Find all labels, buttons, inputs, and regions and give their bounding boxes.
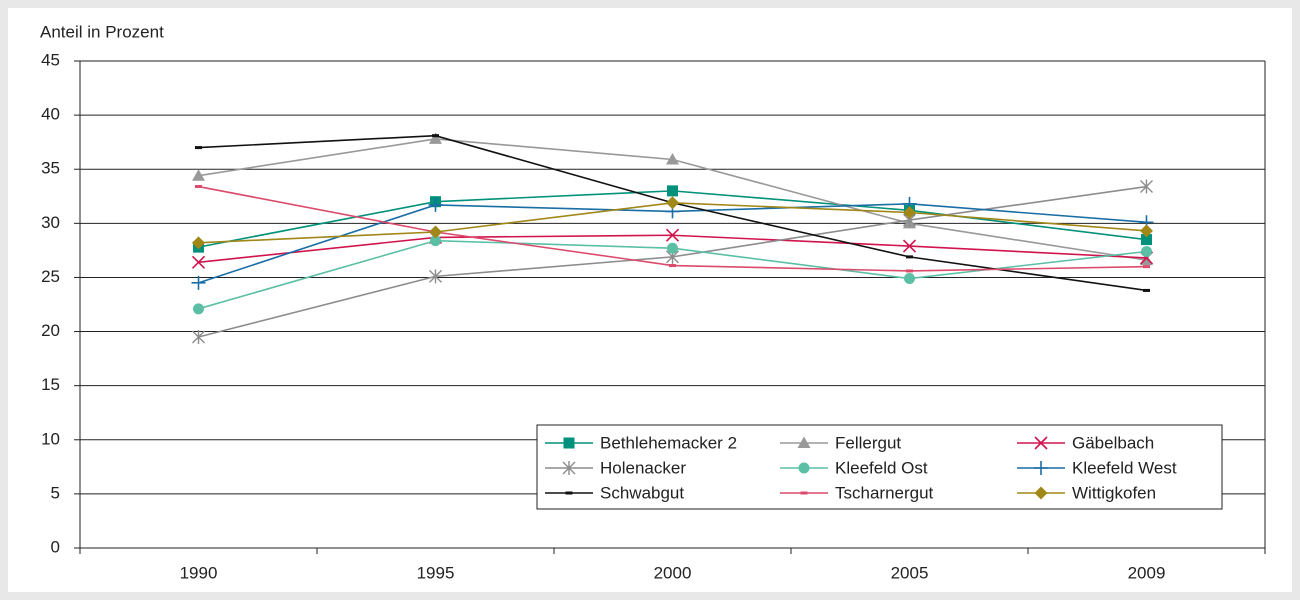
legend-label: Bethlehemacker 2 — [600, 433, 737, 452]
marker — [192, 169, 205, 181]
marker — [563, 437, 575, 449]
y-tick-label: 35 — [41, 159, 60, 178]
legend-label: Kleefeld Ost — [835, 458, 928, 477]
y-tick-label: 25 — [41, 267, 60, 286]
y-tick-label: 5 — [51, 483, 60, 502]
marker — [565, 491, 573, 495]
x-tick-label: 1990 — [180, 563, 218, 582]
y-tick-label: 0 — [51, 537, 60, 556]
legend-label: Fellergut — [835, 433, 901, 452]
marker — [902, 239, 917, 253]
legend-label: Kleefeld West — [1072, 458, 1177, 477]
marker — [667, 185, 678, 197]
y-tick-label: 20 — [41, 321, 60, 340]
y-tick-label: 40 — [41, 105, 60, 124]
marker — [665, 228, 680, 242]
legend-label: Schwabgut — [600, 483, 684, 502]
marker — [195, 185, 202, 189]
marker — [429, 269, 442, 284]
marker — [906, 269, 913, 273]
marker — [193, 303, 204, 315]
marker — [195, 146, 202, 150]
y-axis-label: Anteil in Prozent — [40, 22, 164, 41]
marker — [192, 329, 205, 344]
marker — [430, 235, 441, 247]
marker — [191, 275, 206, 290]
marker — [429, 132, 442, 144]
marker — [1034, 486, 1048, 500]
marker — [562, 461, 576, 475]
marker — [1140, 224, 1153, 238]
y-tick-label: 30 — [41, 213, 60, 232]
marker — [904, 273, 915, 285]
marker — [1141, 234, 1152, 246]
y-tick-label: 15 — [41, 375, 60, 394]
marker — [1034, 461, 1048, 475]
x-tick-label: 2009 — [1128, 563, 1166, 582]
marker — [1140, 179, 1153, 194]
marker — [797, 436, 811, 448]
marker — [191, 255, 206, 269]
legend-box — [536, 424, 1223, 510]
marker — [666, 196, 679, 210]
marker — [906, 255, 913, 259]
legend-label: Holenacker — [600, 458, 686, 477]
marker — [903, 206, 916, 220]
marker — [1141, 245, 1152, 257]
marker — [1143, 265, 1150, 269]
marker — [428, 197, 443, 212]
marker — [1034, 436, 1048, 450]
marker — [1143, 288, 1150, 292]
legend-label: Wittigkofen — [1072, 483, 1156, 502]
x-tick-label: 2000 — [654, 563, 692, 582]
legend: Bethlehemacker 2 Fellergut Gäbelbach Holena… — [536, 424, 1223, 510]
legend-label: Tscharnergut — [835, 483, 934, 502]
marker — [666, 152, 679, 165]
x-tick-label: 1995 — [417, 563, 455, 582]
legend-label: Gäbelbach — [1072, 433, 1154, 452]
marker — [667, 242, 678, 254]
y-tick-label: 10 — [41, 429, 60, 448]
marker — [192, 236, 205, 250]
x-tick-label: 2005 — [891, 563, 929, 582]
marker — [800, 491, 808, 495]
marker — [429, 225, 442, 239]
marker — [669, 264, 676, 268]
marker — [432, 134, 439, 138]
marker — [798, 462, 810, 474]
y-tick-label: 45 — [41, 50, 60, 69]
